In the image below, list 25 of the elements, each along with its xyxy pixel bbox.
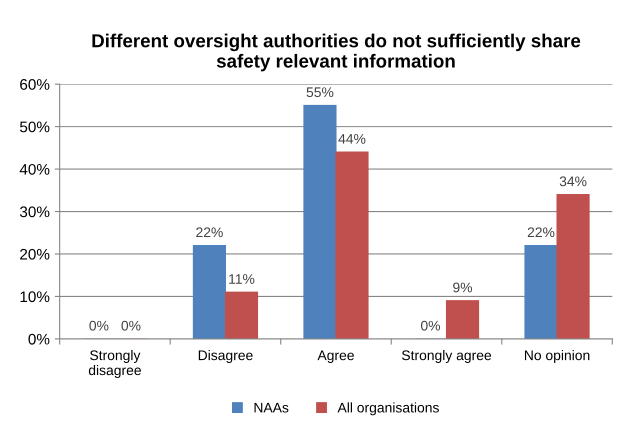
chart-title: Different oversight authorities do not sufficiently share safety relevant information [92,34,580,72]
y-tick-label: 20% [20,248,50,260]
x-tick-label: Agree [317,350,354,363]
data-label: 0% [121,320,140,331]
data-label: 34% [560,176,586,186]
legend-label: NAAs [254,402,288,413]
y-tick-label: 10% [20,291,50,302]
data-label: 55% [306,87,334,98]
data-label: 0% [89,320,108,331]
x-tick-label: Strongly agree [402,350,492,363]
x-tick-label: No opinion [524,350,590,363]
x-tick-label: Strongly disagree [88,350,141,378]
data-label: 22% [528,227,554,238]
data-label: 11% [229,274,254,284]
x-tick-label: Disagree [198,350,253,363]
data-label: 9% [453,282,472,292]
legend-label: All organisations [338,402,439,416]
data-label: 44% [338,134,366,144]
y-tick-label: 30% [20,206,50,218]
y-tick-label: 0% [28,334,50,345]
y-tick-label: 60% [20,79,50,90]
data-label: 0% [420,320,440,331]
data-label: 22% [196,227,223,238]
y-tick-label: 50% [20,121,50,132]
y-tick-label: 40% [20,164,50,175]
